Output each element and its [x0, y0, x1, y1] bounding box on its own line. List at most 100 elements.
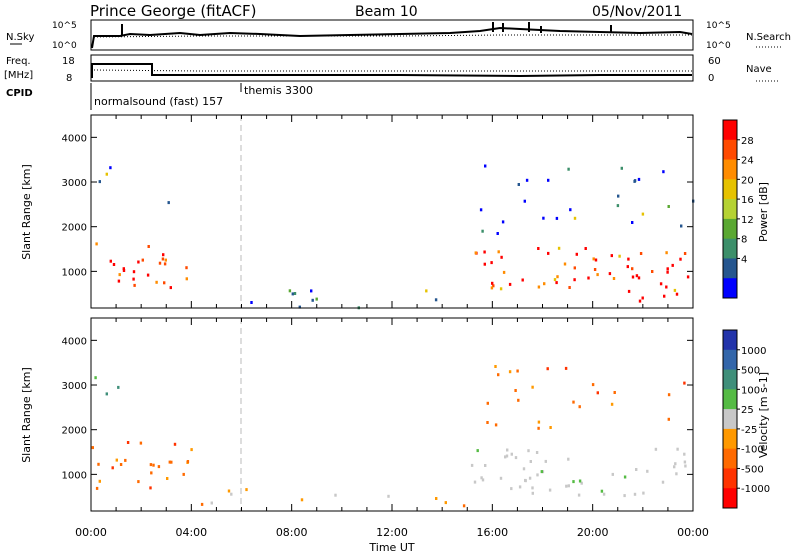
scatter-cell [298, 305, 301, 309]
scatter-cell [141, 258, 144, 262]
scatter-cell [600, 489, 604, 493]
scatter-cell [555, 216, 559, 220]
scatter-cell [573, 216, 577, 220]
scatter-cell [617, 194, 620, 198]
scatter-cell [635, 468, 638, 471]
scatter-cell [665, 285, 668, 289]
freq-trace [91, 63, 692, 78]
scatter-cell [667, 205, 670, 208]
scatter-cell [506, 448, 509, 452]
scatter-cell [444, 501, 447, 505]
scatter-cell [584, 247, 587, 250]
scatter-cell [527, 449, 530, 453]
scatter-cell [623, 494, 626, 498]
freq-label-1: Freq. [6, 56, 31, 67]
colorbar-swatch [723, 218, 737, 240]
scatter-cell [163, 262, 167, 266]
nave-trace [93, 69, 692, 72]
velocity-ylabel: Slant Range [km] [20, 367, 33, 463]
scatter-cell [673, 465, 676, 469]
scatter-cell [683, 460, 687, 464]
scatter-cell [592, 257, 595, 261]
colorbar-tick-label: 12 [741, 215, 754, 226]
time-tick-label: 00:00 [75, 526, 107, 539]
scatter-cell [230, 492, 233, 496]
scatter-cell [572, 400, 575, 404]
time-tick-label: 04:00 [175, 526, 207, 539]
scatter-cell [137, 260, 140, 264]
scatter-cell [684, 464, 687, 468]
scatter-cell [618, 254, 621, 258]
scatter-cell [227, 489, 231, 493]
nsearch-tick-high: 10^5 [706, 21, 731, 31]
scatter-cell [497, 373, 500, 377]
scatter-cell [522, 467, 526, 471]
scatter-cell [508, 282, 512, 286]
scatter-cell [139, 441, 143, 445]
colorbar-frame [722, 119, 738, 299]
scatter-cell [484, 464, 487, 467]
scatter-cell [480, 476, 483, 480]
scatter-cell [613, 391, 616, 394]
colorbar-swatch [723, 199, 737, 220]
scatter-cell [474, 251, 477, 255]
nsky-panel [90, 19, 694, 51]
scatter-cell [122, 267, 125, 271]
scatter-cell [164, 258, 167, 262]
y-tick-label: 2000 [62, 426, 87, 437]
scatter-cell [537, 247, 540, 250]
scatter-cell [168, 460, 171, 464]
scatter-cell [115, 458, 118, 462]
colorbar-swatch [723, 159, 737, 180]
scatter-cell [132, 270, 136, 274]
colorbar-tick-label: 8 [741, 235, 747, 246]
colorbar-swatch [723, 428, 737, 450]
scatter-cell [185, 277, 188, 281]
scatter-cell [105, 172, 108, 176]
scatter-cell [549, 426, 552, 429]
scatter-cell [675, 292, 679, 296]
nsky-trace [91, 26, 693, 49]
scatter-cell [150, 471, 153, 475]
scatter-cell [646, 469, 649, 473]
colorbar-swatch [723, 258, 737, 279]
scatter-cell [479, 208, 483, 212]
scatter-cell [673, 288, 677, 292]
scatter-cell [161, 257, 165, 261]
scatter-cell [602, 492, 606, 496]
scatter-cell [611, 472, 614, 476]
colorbar-frame [722, 329, 738, 509]
scatter-cell [158, 261, 162, 265]
scatter-cell [117, 385, 120, 389]
colorbar-swatch [723, 448, 737, 469]
scatter-cell [300, 498, 304, 502]
scatter-cell [593, 268, 597, 271]
scatter-cell [537, 420, 541, 424]
y-tick-label: 4000 [62, 133, 87, 144]
scatter-cell [610, 254, 613, 258]
scatter-cell [540, 470, 543, 474]
time-tick-label: 12:00 [376, 526, 408, 539]
scatter-cell [521, 278, 524, 282]
colorbar-tick-label: 100 [741, 385, 760, 396]
colorbar-tick-label: 20 [741, 175, 754, 186]
scatter-cell [667, 393, 671, 397]
scatter-cell [310, 289, 313, 293]
colorbar-swatch [723, 488, 737, 509]
time-tick-label: 16:00 [476, 526, 508, 539]
scatter-cell [119, 463, 123, 466]
colorbar-tick-label: 4 [741, 254, 747, 265]
colorbar-swatch [723, 389, 737, 410]
scatter-cell [573, 278, 576, 282]
scatter-cell [434, 298, 438, 302]
velocity-panel: 1000 2000 3000 4000 Slant Range [km] [20, 317, 694, 512]
scatter-cell [435, 497, 438, 500]
scatter-cell [548, 488, 552, 492]
scatter-cell [163, 281, 166, 285]
colorbar-tick-label: 1000 [741, 346, 766, 357]
freq-tick-low: 8 [66, 73, 72, 84]
scatter-cell [486, 401, 489, 405]
scatter-cell [315, 297, 318, 301]
scatter-cell [132, 277, 135, 281]
colorbar-tick-label: 500 [741, 366, 760, 377]
